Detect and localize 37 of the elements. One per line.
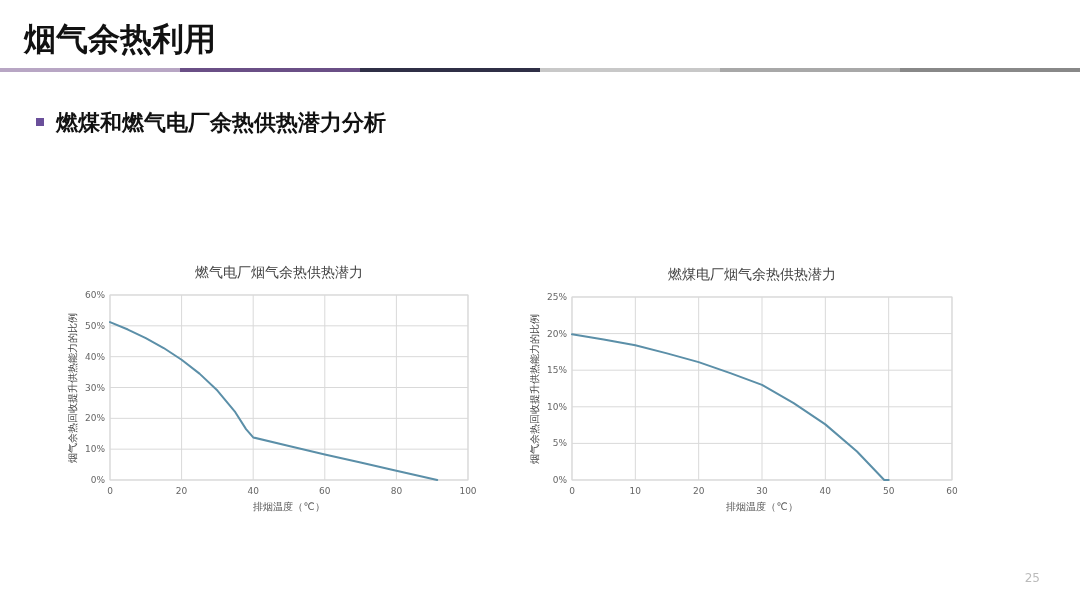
y-tick-label: 25% xyxy=(546,292,568,302)
chart-title: 燃气电厂烟气余热供热潜力 xyxy=(195,264,363,280)
x-tick-label: 40 xyxy=(247,486,260,496)
x-tick-label: 40 xyxy=(819,486,832,496)
x-tick-label: 60 xyxy=(319,486,331,496)
x-axis-title: 排烟温度（℃） xyxy=(726,501,798,512)
y-tick-label: 10% xyxy=(546,401,568,412)
y-tick-label: 40% xyxy=(84,351,106,362)
x-tick-label: 20 xyxy=(692,486,705,496)
y-tick-label: 50% xyxy=(84,320,106,331)
x-tick-label: 100 xyxy=(459,486,477,496)
y-tick-label: 0% xyxy=(90,475,106,485)
text: 燃煤和燃气电厂余热供热潜力分析 xyxy=(55,110,386,135)
x-tick-label: 80 xyxy=(390,486,403,496)
y-tick-label: 20% xyxy=(84,413,106,424)
x-tick-label: 0 xyxy=(107,486,114,496)
y-tick-label: 10% xyxy=(84,444,106,455)
x-tick-label: 60 xyxy=(946,486,958,496)
line-series xyxy=(109,321,439,481)
y-tick-label: 30% xyxy=(84,382,106,393)
chart-title: 燃煤电厂烟气余热供热潜力 xyxy=(668,266,836,282)
y-tick-label: 5% xyxy=(552,438,568,449)
x-tick-label: 30 xyxy=(756,486,768,496)
y-axis-title: 烟气余热回收提升供热能力的比例 xyxy=(529,313,540,464)
x-tick-label: 20 xyxy=(175,486,188,496)
x-axis-title: 排烟温度（℃） xyxy=(253,501,325,512)
x-tick-label: 50 xyxy=(882,486,895,496)
y-tick-label: 20% xyxy=(546,328,568,339)
y-axis-title: 烟气余热回收提升供热能力的比例 xyxy=(67,312,78,463)
y-tick-label: 0% xyxy=(552,475,568,485)
text: 烟气余热利用 xyxy=(23,20,216,58)
x-tick-label: 10 xyxy=(629,486,642,496)
y-tick-label: 60% xyxy=(84,290,106,300)
x-tick-label: 0 xyxy=(569,486,576,496)
line-series xyxy=(571,333,890,481)
y-tick-label: 15% xyxy=(546,365,568,376)
text: 25 xyxy=(1024,571,1040,585)
